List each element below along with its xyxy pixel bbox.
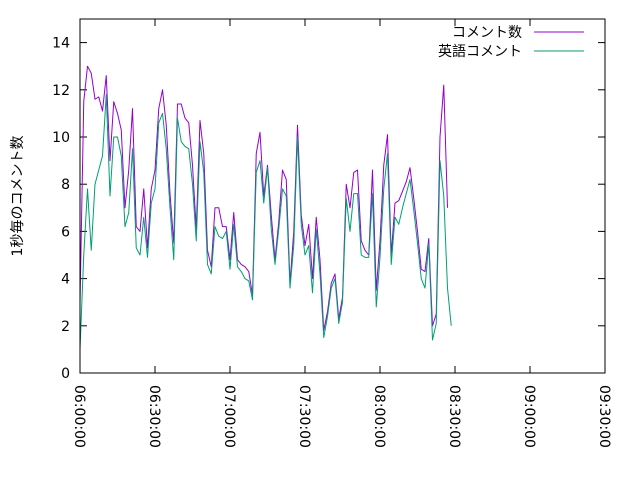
x-tick-label: 09:30:00 [596, 385, 612, 448]
y-axis-label: 1秒毎のコメント数 [10, 136, 26, 257]
series-line-1 [79, 94, 452, 350]
y-tick-label: 8 [61, 177, 70, 193]
legend-label-0: コメント数 [452, 25, 522, 41]
series-line-0 [79, 65, 448, 332]
x-tick-labels: 06:00:00 06:30:00 07:00:00 07:30:00 08:00:00… [71, 385, 612, 448]
y-tick-label: 6 [61, 224, 70, 240]
x-tick-label: 06:00:00 [71, 385, 87, 448]
y-tick-label: 14 [52, 36, 70, 52]
y-tick-label: 2 [61, 319, 70, 335]
x-tick-label: 08:00:00 [371, 385, 387, 448]
x-tick-label: 09:00:00 [521, 385, 537, 448]
y-tick-labels: 0 2 4 6 8 10 12 14 [52, 36, 70, 382]
axis-ticks [79, 19, 606, 374]
y-tick-label: 0 [61, 366, 70, 382]
series-lines [79, 65, 452, 350]
x-tick-label: 07:30:00 [296, 385, 312, 448]
y-tick-label: 12 [52, 83, 70, 99]
plot-area-border [79, 18, 606, 374]
y-tick-label: 10 [52, 130, 70, 146]
x-tick-label: 06:30:00 [146, 385, 162, 448]
legend-label-1: 英語コメント [438, 43, 522, 60]
y-tick-label: 4 [61, 272, 70, 288]
x-tick-label: 08:30:00 [446, 385, 462, 448]
x-tick-label: 07:00:00 [221, 385, 237, 448]
